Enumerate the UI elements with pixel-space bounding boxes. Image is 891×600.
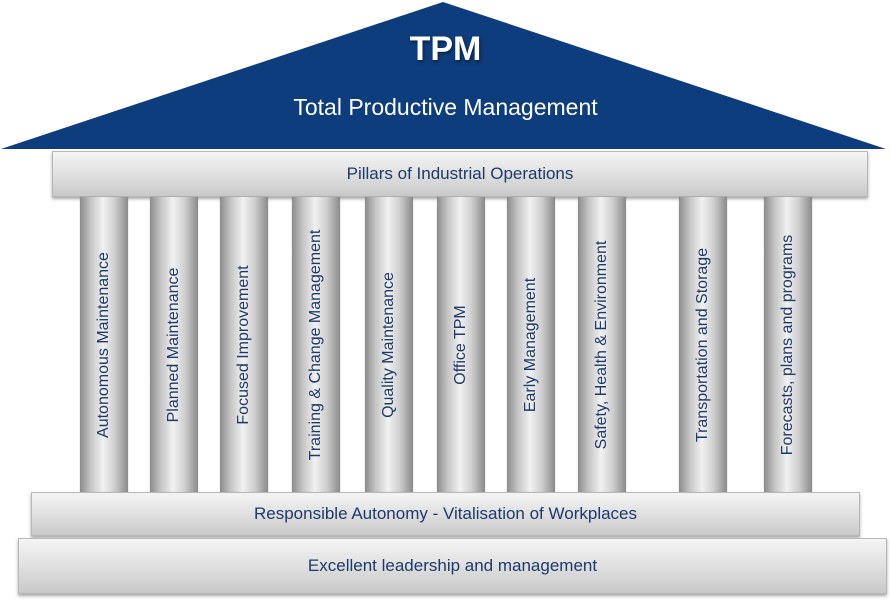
pillar-autonomous-maintenance: Autonomous Maintenance <box>80 197 128 492</box>
pillar-label: Early Management <box>522 277 539 412</box>
pillar-quality-maintenance: Quality Maintenance <box>365 197 413 492</box>
pillar-forecasts-plans-programs: Forecasts, plans and programs <box>764 197 812 492</box>
pillar-label: Transportation and Storage <box>694 247 711 442</box>
pillar-training-change-management: Training & Change Management <box>292 197 340 492</box>
pillar-label: Office TPM <box>452 304 469 385</box>
foundation-upper-step: Responsible Autonomy - Vitalisation of W… <box>31 492 860 536</box>
architrave-label: Pillars of Industrial Operations <box>346 164 574 183</box>
roof-title: TPM <box>409 30 482 68</box>
pillar-label: Planned Maintenance <box>165 267 182 422</box>
roof <box>1 2 886 149</box>
pillar-early-management: Early Management <box>507 197 555 492</box>
pillar-label: Forecasts, plans and programs <box>779 234 796 455</box>
roof-subtitle: Total Productive Management <box>293 94 598 120</box>
architrave-beam: Pillars of Industrial Operations <box>52 151 868 197</box>
pillar-label: Focused Improvement <box>235 264 252 425</box>
pillar-planned-maintenance: Planned Maintenance <box>150 197 198 492</box>
pillar-label: Safety, Health & Environment <box>593 240 610 449</box>
pillar-office-tpm: Office TPM <box>437 197 485 492</box>
roof-triangle <box>1 2 886 149</box>
foundation-lower-label: Excellent leadership and management <box>307 556 598 575</box>
pillar-label: Autonomous Maintenance <box>95 251 112 438</box>
pillar-label: Training & Change Management <box>307 229 324 460</box>
pillar-transportation-storage: Transportation and Storage <box>679 197 727 492</box>
foundation-lower-step: Excellent leadership and management <box>18 538 887 594</box>
pillar-label: Quality Maintenance <box>380 271 397 418</box>
foundation-upper-label: Responsible Autonomy - Vitalisation of W… <box>253 504 637 523</box>
pillar-safety-health-environment: Safety, Health & Environment <box>578 197 626 492</box>
pillar-focused-improvement: Focused Improvement <box>220 197 268 492</box>
